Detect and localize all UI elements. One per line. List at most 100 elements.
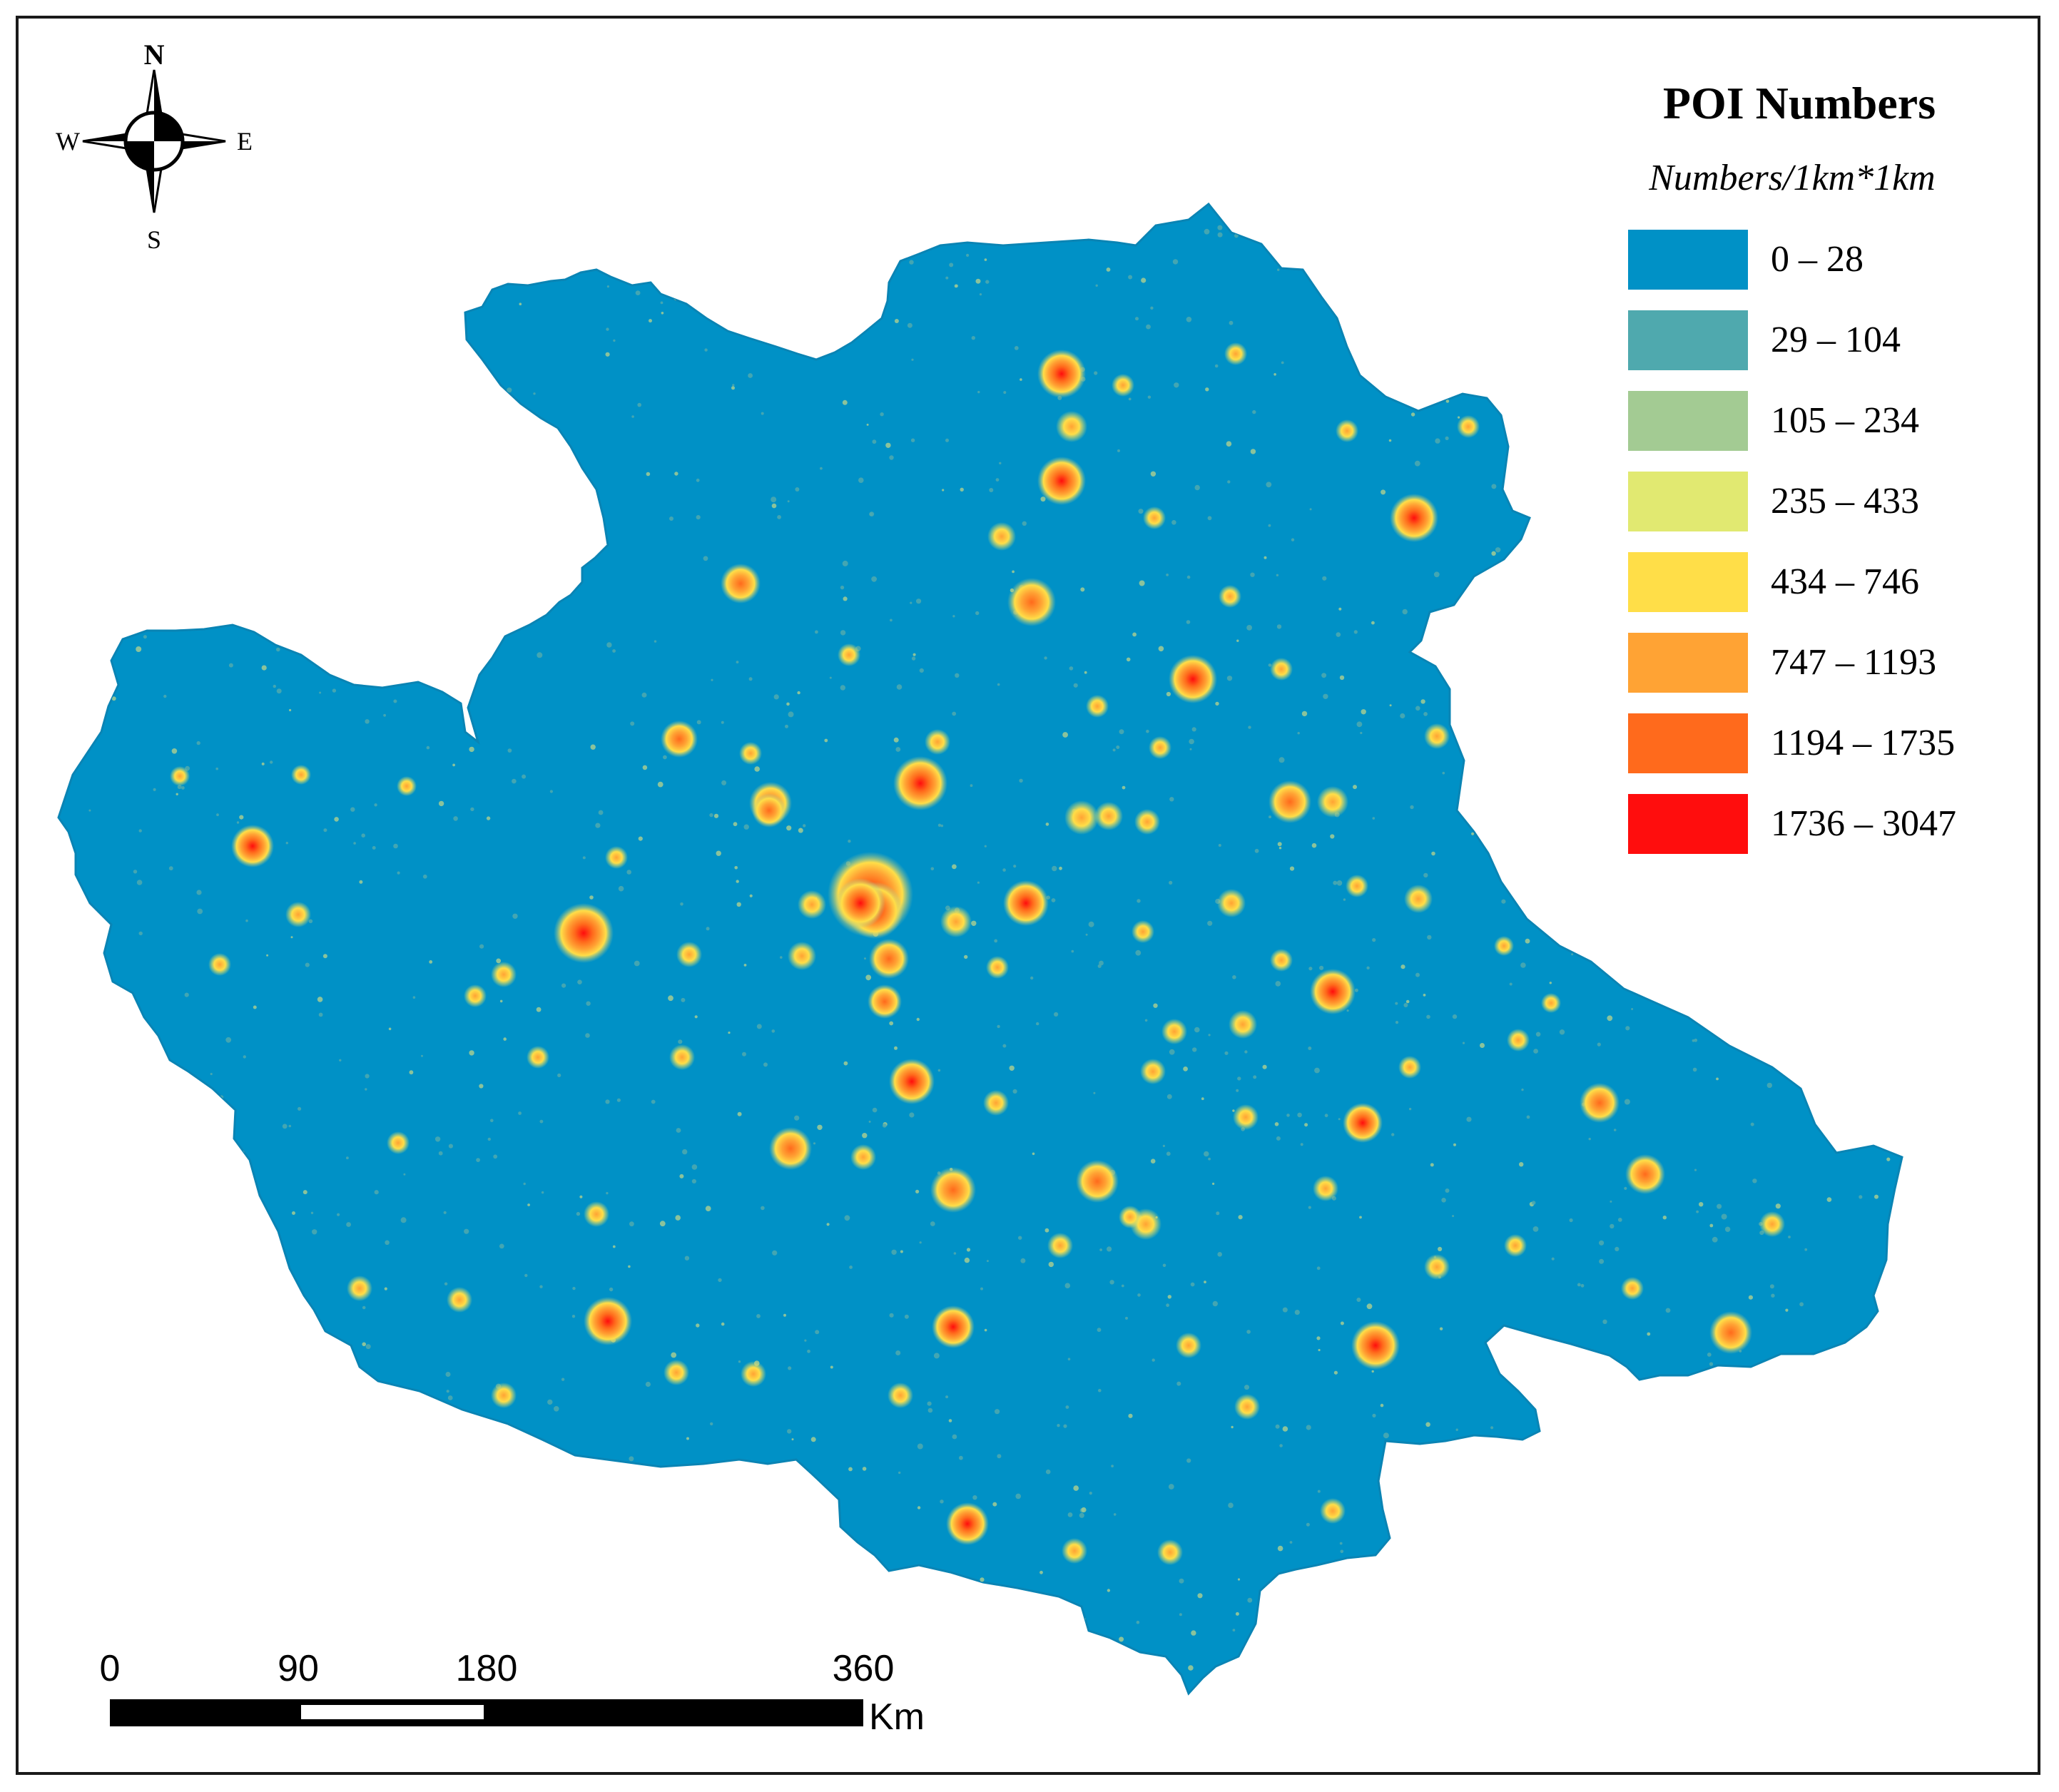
city-hotspot (491, 962, 517, 987)
poi-sprinkle (1079, 1512, 1084, 1518)
poi-sprinkle (1542, 363, 1548, 370)
poi-sprinkle (574, 1507, 579, 1512)
poi-sprinkle (1297, 732, 1300, 735)
poi-sprinkle (1162, 1144, 1165, 1147)
poi-sprinkle (153, 788, 156, 791)
poi-sprinkle (479, 944, 484, 949)
poi-sprinkle (723, 1522, 728, 1526)
poi-sprinkle (128, 1110, 131, 1114)
poi-sprinkle (590, 1570, 594, 1574)
poi-sprinkle (1237, 1076, 1241, 1081)
poi-sprinkle (119, 265, 123, 270)
poi-sprinkle (1426, 355, 1431, 361)
poi-sprinkle (618, 885, 624, 892)
poi-sprinkle (427, 221, 430, 225)
poi-sprinkle (248, 214, 252, 218)
poi-sprinkle (303, 1190, 307, 1195)
poi-sprinkle (1254, 848, 1259, 853)
poi-sprinkle (1834, 1619, 1838, 1624)
poi-sprinkle (198, 1114, 205, 1119)
poi-sprinkle (948, 1419, 952, 1422)
poi-sprinkle (1121, 1284, 1124, 1288)
poi-sprinkle (383, 713, 386, 717)
poi-sprinkle (1786, 705, 1789, 708)
poi-sprinkle (1273, 373, 1276, 376)
poi-sprinkle (1415, 972, 1420, 977)
poi-sprinkle (1406, 1512, 1409, 1515)
poi-sprinkle (952, 615, 955, 618)
city-hotspot (1219, 585, 1241, 608)
poi-sprinkle (469, 1050, 474, 1056)
poi-sprinkle (900, 1250, 903, 1253)
poi-sprinkle (1818, 293, 1821, 297)
poi-sprinkle (74, 984, 77, 987)
poi-sprinkle (971, 336, 976, 340)
poi-sprinkle (76, 671, 81, 676)
poi-sprinkle (1580, 1283, 1585, 1288)
city-hotspot (1086, 695, 1109, 718)
poi-sprinkle (1372, 228, 1377, 233)
poi-sprinkle (1289, 866, 1295, 871)
poi-sprinkle (1172, 259, 1179, 265)
poi-sprinkle (590, 744, 596, 750)
poi-sprinkle (1468, 660, 1472, 664)
poi-sprinkle (1356, 721, 1363, 728)
poi-sprinkle (1585, 1496, 1590, 1500)
city-hotspot (1112, 374, 1134, 397)
city-hotspot (1132, 920, 1154, 943)
poi-sprinkle (1114, 1664, 1117, 1666)
poi-sprinkle (582, 856, 586, 860)
city-hotspot (1343, 1103, 1383, 1143)
poi-sprinkle (1555, 223, 1560, 229)
poi-sprinkle (1586, 346, 1592, 352)
poi-sprinkle (576, 1666, 581, 1671)
poi-sprinkle (1137, 899, 1141, 903)
poi-sprinkle (858, 477, 864, 483)
poi-sprinkle (1269, 815, 1271, 819)
poi-sprinkle (266, 954, 269, 957)
poi-sprinkle (388, 295, 392, 300)
poi-sprinkle (357, 419, 362, 424)
poi-sprinkle (215, 767, 219, 770)
poi-sprinkle (1415, 706, 1420, 711)
poi-sprinkle (1022, 521, 1027, 526)
poi-sprinkle (303, 1639, 307, 1643)
city-hotspot (868, 984, 902, 1019)
poi-sprinkle (786, 825, 792, 831)
poi-sprinkle (1218, 844, 1221, 847)
poi-sprinkle (1235, 1612, 1239, 1616)
poi-sprinkle (88, 809, 91, 812)
poi-sprinkle (989, 488, 994, 492)
poi-sprinkle (541, 1191, 544, 1194)
poi-sprinkle (271, 263, 277, 268)
poi-sprinkle (1343, 898, 1346, 901)
city-hotspot (1270, 949, 1293, 972)
poi-sprinkle (1777, 1537, 1782, 1542)
poi-sprinkle (1144, 1019, 1148, 1022)
poi-sprinkle (761, 412, 764, 415)
poi-sprinkle (212, 211, 217, 216)
poi-sprinkle (1491, 484, 1497, 489)
poi-sprinkle (1333, 244, 1336, 248)
poi-sprinkle (263, 1588, 269, 1593)
poi-sprinkle (1525, 1512, 1529, 1515)
poi-sprinkle (1413, 1544, 1415, 1547)
poi-sprinkle (1176, 1381, 1181, 1386)
poi-sprinkle (1445, 1188, 1450, 1193)
poi-sprinkle (1816, 769, 1822, 775)
poi-sprinkle (270, 273, 274, 277)
poi-sprinkle (223, 1352, 226, 1355)
poi-sprinkle (512, 778, 517, 784)
poi-sprinkle (1435, 438, 1440, 444)
poi-sprinkle (147, 1048, 152, 1053)
poi-sprinkle (1752, 360, 1754, 363)
poi-sprinkle (1859, 1195, 1863, 1199)
poi-sprinkle (554, 1406, 559, 1412)
poi-sprinkle (1081, 1507, 1087, 1513)
poi-sprinkle (921, 1671, 925, 1675)
poi-sprinkle (1147, 395, 1151, 399)
poi-sprinkle (658, 1631, 663, 1635)
poi-sprinkle (1774, 215, 1776, 218)
poi-sprinkle (493, 1154, 498, 1159)
poi-sprinkle (822, 323, 826, 327)
